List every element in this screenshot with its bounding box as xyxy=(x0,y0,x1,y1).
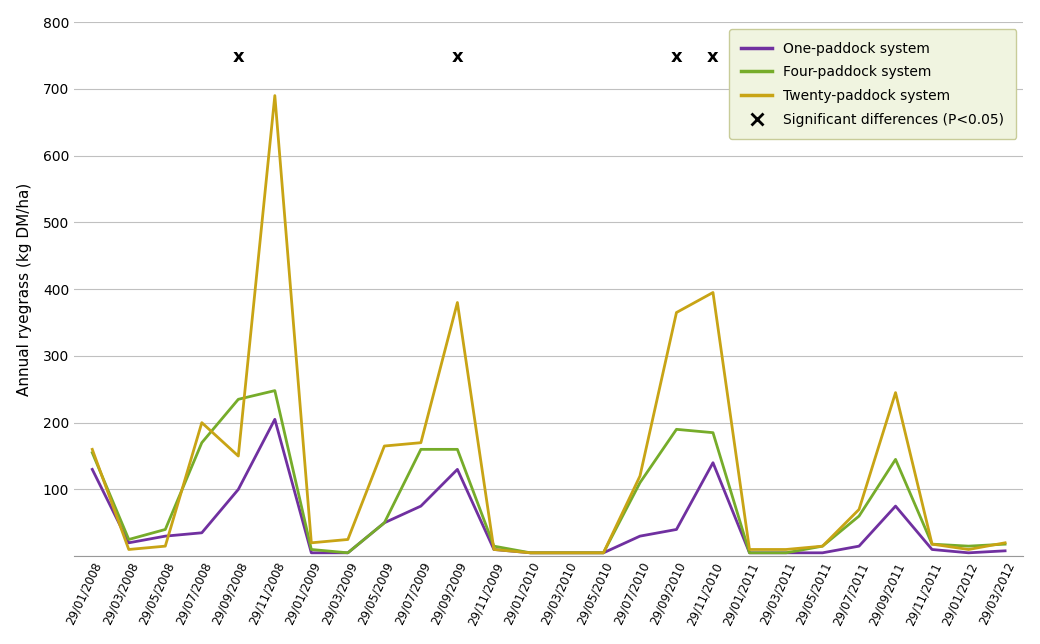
Text: x: x xyxy=(707,48,719,66)
Text: x: x xyxy=(927,48,938,66)
Text: x: x xyxy=(451,48,463,66)
Y-axis label: Annual ryegrass (kg DM/ha): Annual ryegrass (kg DM/ha) xyxy=(17,182,31,396)
Legend: One-paddock system, Four-paddock system, Twenty-paddock system, Significant diff: One-paddock system, Four-paddock system,… xyxy=(729,29,1016,139)
Text: x: x xyxy=(233,48,244,66)
Text: x: x xyxy=(671,48,682,66)
